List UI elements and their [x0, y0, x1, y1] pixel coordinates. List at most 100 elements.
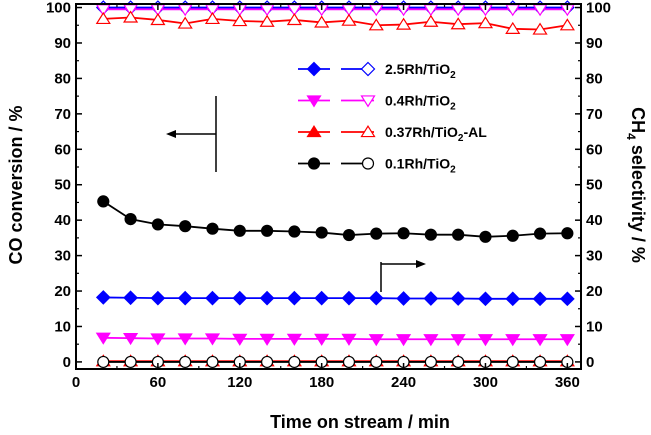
data-point-selectivity — [206, 355, 219, 369]
data-point-selectivity — [506, 355, 519, 369]
series-2 — [95, 10, 575, 367]
data-point-selectivity — [532, 22, 548, 35]
y-left-tick-label: 100 — [46, 0, 71, 17]
data-point-conversion — [177, 290, 193, 306]
data-point-conversion — [315, 226, 328, 239]
data-point-selectivity — [95, 11, 111, 25]
data-point-selectivity — [179, 355, 192, 369]
data-point-conversion — [97, 195, 110, 208]
y-left-tick-label: 70 — [54, 106, 71, 123]
data-point-conversion — [560, 291, 575, 307]
data-point-conversion — [206, 222, 219, 235]
legend-marker-open — [360, 95, 376, 108]
data-point-conversion — [397, 227, 410, 240]
data-point-conversion — [423, 334, 439, 347]
data-point-conversion — [532, 334, 548, 347]
legend-marker-filled — [306, 95, 322, 108]
x-tick-label: 120 — [227, 374, 252, 391]
series-3 — [97, 195, 574, 369]
data-point-selectivity — [204, 11, 221, 25]
data-point-conversion — [505, 291, 521, 307]
data-point-conversion — [478, 291, 493, 307]
data-point-conversion — [151, 218, 164, 231]
data-point-conversion — [233, 224, 246, 237]
data-point-conversion — [259, 290, 275, 306]
y-left-tick-label: 50 — [54, 177, 71, 194]
data-point-conversion — [532, 291, 548, 307]
data-point-conversion — [533, 227, 547, 240]
data-point-conversion — [559, 334, 575, 347]
data-point-conversion — [395, 334, 412, 347]
data-point-selectivity — [477, 16, 494, 29]
data-point-selectivity — [533, 355, 547, 369]
data-point-selectivity — [123, 10, 139, 23]
arrow-right-head — [416, 260, 426, 268]
arrow-left-axis — [166, 96, 217, 172]
y-left-tick-label: 0 — [63, 354, 71, 371]
y-axis-left-title: CO conversion / % — [6, 105, 26, 264]
y-left-tick-label: 90 — [54, 35, 71, 52]
series-line-selectivity — [103, 16, 568, 31]
data-point-selectivity — [341, 13, 357, 26]
x-tick-label: 360 — [555, 374, 580, 391]
legend-entry-3: 0.1Rh/TiO2 — [298, 156, 456, 176]
series-line-conversion — [103, 336, 568, 341]
x-tick-label: 300 — [473, 374, 498, 391]
data-point-conversion — [341, 290, 357, 306]
data-point-conversion — [204, 333, 221, 346]
data-point-selectivity — [259, 14, 275, 27]
data-point-conversion — [370, 227, 383, 240]
y-right-tick-label: 10 — [586, 318, 603, 335]
data-point-selectivity — [424, 355, 437, 369]
data-point-selectivity — [452, 355, 465, 369]
data-point-selectivity — [314, 15, 330, 28]
y-left-tick-label: 60 — [54, 141, 71, 158]
y-right-tick-label: 40 — [586, 212, 603, 229]
data-point-conversion — [477, 334, 494, 347]
y-left-tick-label: 10 — [54, 318, 71, 335]
legend-marker-open — [360, 125, 376, 138]
y-right-tick-label: 70 — [586, 106, 603, 123]
data-point-conversion — [123, 290, 138, 306]
data-point-conversion — [342, 228, 356, 242]
data-point-selectivity — [177, 16, 193, 29]
legend-marker-filled — [307, 157, 321, 170]
data-point-conversion — [95, 290, 111, 305]
data-point-conversion — [396, 291, 411, 306]
data-point-selectivity — [450, 17, 466, 30]
data-point-conversion — [287, 290, 302, 306]
series-0 — [95, 0, 575, 307]
data-point-selectivity — [97, 355, 110, 369]
data-point-selectivity — [232, 14, 248, 27]
data-point-selectivity — [370, 355, 383, 369]
legend-entry-0: 2.5Rh/TiO2 — [298, 61, 456, 81]
plot-frame — [75, 3, 582, 370]
data-point-conversion — [424, 228, 437, 241]
y-axis-right-title: CH4 selectivity / % — [624, 107, 648, 263]
data-point-conversion — [341, 333, 357, 346]
data-point-conversion — [368, 334, 384, 347]
data-point-conversion — [368, 290, 384, 306]
legend-marker-filled — [306, 125, 322, 138]
y-left-tick-label: 20 — [54, 283, 71, 300]
data-point-conversion — [260, 224, 274, 237]
legend-marker-filled — [306, 61, 322, 77]
x-tick-label: 0 — [72, 374, 80, 391]
data-point-conversion — [150, 290, 166, 306]
y-right-tick-label: 90 — [586, 35, 603, 52]
y-left-tick-label: 30 — [54, 248, 71, 265]
data-point-conversion — [314, 333, 330, 346]
y-right-tick-label: 50 — [586, 177, 603, 194]
legend: 2.5Rh/TiO2 0.4Rh/TiO2 0.37Rh/TiO2-AL 0.1Rh/… — [298, 61, 487, 176]
data-point-conversion — [505, 334, 521, 347]
data-point-selectivity — [423, 14, 439, 27]
legend-label: 2.5Rh/TiO2 — [385, 61, 456, 81]
data-point-conversion — [177, 333, 193, 346]
data-point-conversion — [259, 333, 275, 346]
x-axis-title: Time on stream / min — [270, 412, 450, 432]
data-point-selectivity — [124, 355, 137, 369]
data-point-conversion — [288, 225, 301, 238]
data-point-conversion — [452, 228, 465, 241]
series-layer — [95, 0, 575, 369]
